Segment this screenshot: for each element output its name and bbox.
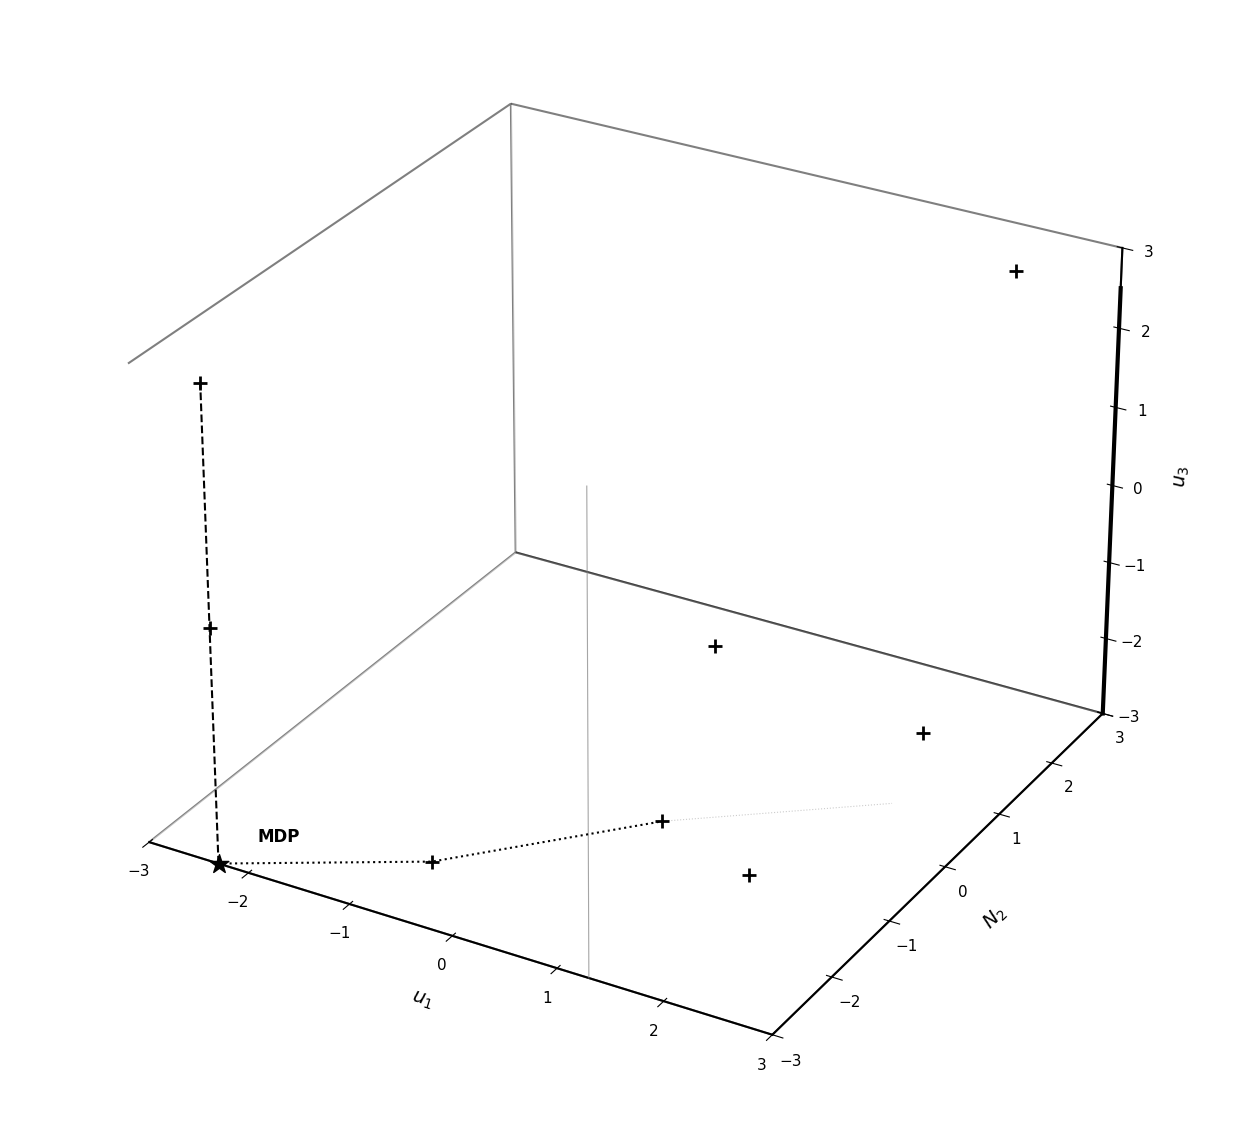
X-axis label: $\mathit{u}_1$: $\mathit{u}_1$ [409, 988, 435, 1012]
Y-axis label: $\mathit{N}_2$: $\mathit{N}_2$ [978, 902, 1011, 934]
